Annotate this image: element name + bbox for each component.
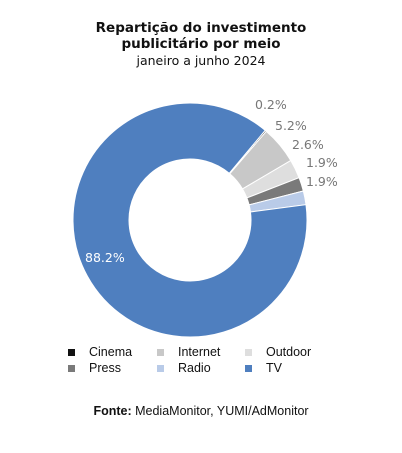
data-label-press: 1.9% bbox=[306, 155, 338, 170]
data-label-internet: 5.2% bbox=[275, 118, 307, 133]
chart-title-line1: Repartição do investimento bbox=[95, 20, 307, 36]
legend-label: TV bbox=[266, 361, 282, 375]
data-label-tv: 88.2% bbox=[85, 250, 125, 265]
legend-swatch bbox=[245, 364, 252, 372]
legend-label: Outdoor bbox=[266, 345, 312, 359]
source-text: MediaMonitor, YUMI/AdMonitor bbox=[135, 404, 309, 418]
legend-label: Radio bbox=[178, 361, 211, 375]
legend-item-radio: Radio bbox=[157, 361, 211, 375]
source-note: Fonte: MediaMonitor, YUMI/AdMonitor bbox=[0, 404, 402, 418]
data-label-outdoor: 2.6% bbox=[292, 137, 324, 152]
legend-label: Press bbox=[89, 361, 121, 375]
donut-slice-tv bbox=[72, 102, 308, 338]
legend-item-cinema: Cinema bbox=[68, 345, 132, 359]
legend-item-outdoor: Outdoor bbox=[245, 345, 311, 359]
chart-subtitle: janeiro a junho 2024 bbox=[136, 53, 266, 68]
legend-item-press: Press bbox=[68, 361, 121, 375]
source-prefix: Fonte: bbox=[93, 404, 132, 418]
legend-swatch bbox=[157, 348, 164, 356]
donut-chart: 0.2% 5.2% 2.6% 1.9% 1.9% 88.2% bbox=[72, 97, 338, 338]
legend-label: Internet bbox=[178, 345, 221, 359]
legend-swatch bbox=[157, 364, 164, 372]
data-label-cinema: 0.2% bbox=[255, 97, 287, 112]
legend-swatch bbox=[68, 348, 75, 356]
legend-item-tv: TV bbox=[245, 361, 282, 375]
legend-swatch bbox=[245, 348, 252, 356]
chart-title-line2: publicitário por meio bbox=[121, 36, 281, 52]
legend-swatch bbox=[68, 364, 75, 372]
legend-label: Cinema bbox=[89, 345, 133, 359]
data-label-radio: 1.9% bbox=[306, 174, 338, 189]
legend-item-internet: Internet bbox=[157, 345, 220, 359]
